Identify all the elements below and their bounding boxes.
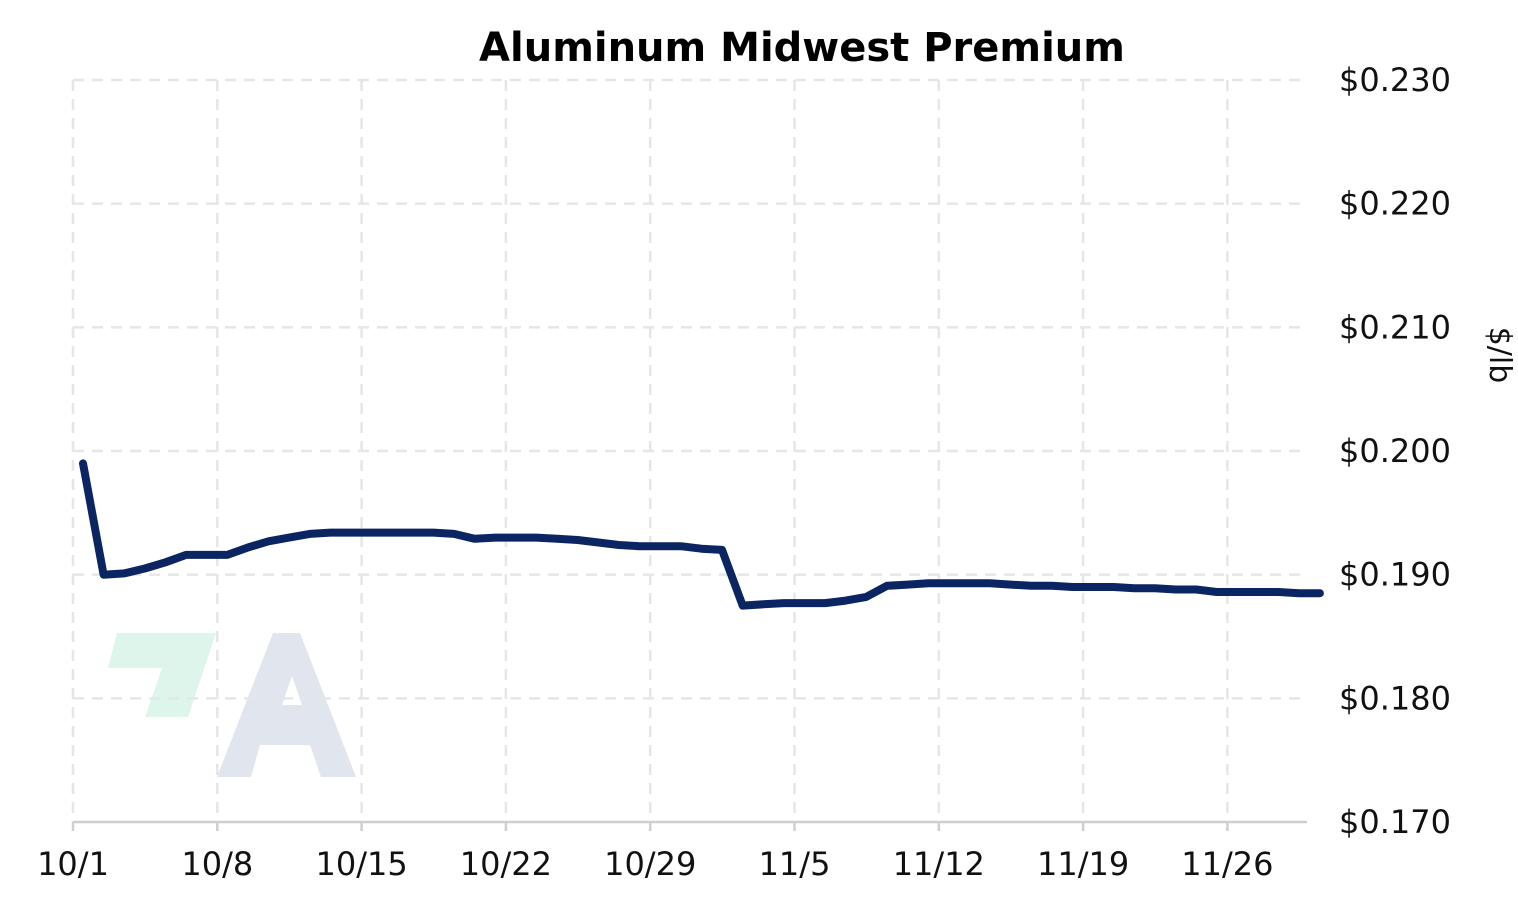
y-tick-label: $0.230 (1339, 61, 1451, 99)
x-tick-label: 11/5 (759, 845, 831, 883)
x-tick-label: 10/1 (37, 845, 109, 883)
y-gridlines (73, 78, 1307, 700)
x-tick-label: 10/29 (604, 845, 696, 883)
logo-letter-a (217, 633, 356, 777)
y-axis-label: $/lb (1482, 327, 1517, 384)
y-tick-label: $0.200 (1339, 432, 1451, 470)
x-tick-label: 10/22 (460, 845, 552, 883)
chart-title: Aluminum Midwest Premium (479, 25, 1125, 71)
y-tick-label: $0.190 (1339, 556, 1451, 594)
x-tick-label: 11/12 (893, 845, 985, 883)
watermark-logo (108, 633, 356, 777)
logo-mark (108, 633, 216, 717)
y-tick-label: $0.170 (1339, 803, 1451, 841)
y-tick-label: $0.210 (1339, 308, 1451, 346)
x-tick-label: 11/19 (1037, 845, 1129, 883)
x-tick-label: 11/26 (1181, 845, 1273, 883)
x-axis-ticks: 10/1 10/8 10/15 10/22 10/29 11/5 11/12 11/19 11/… (37, 822, 1274, 883)
x-tick-label: 10/15 (315, 845, 407, 883)
y-axis-ticks: $0.230 $0.220 $0.210 $0.200 $0.190 $0.180 $0.1… (1339, 61, 1451, 841)
x-tick-label: 10/8 (181, 845, 253, 883)
y-tick-label: $0.220 (1339, 185, 1451, 223)
series-line (79, 459, 1324, 610)
y-tick-label: $0.180 (1339, 679, 1451, 717)
